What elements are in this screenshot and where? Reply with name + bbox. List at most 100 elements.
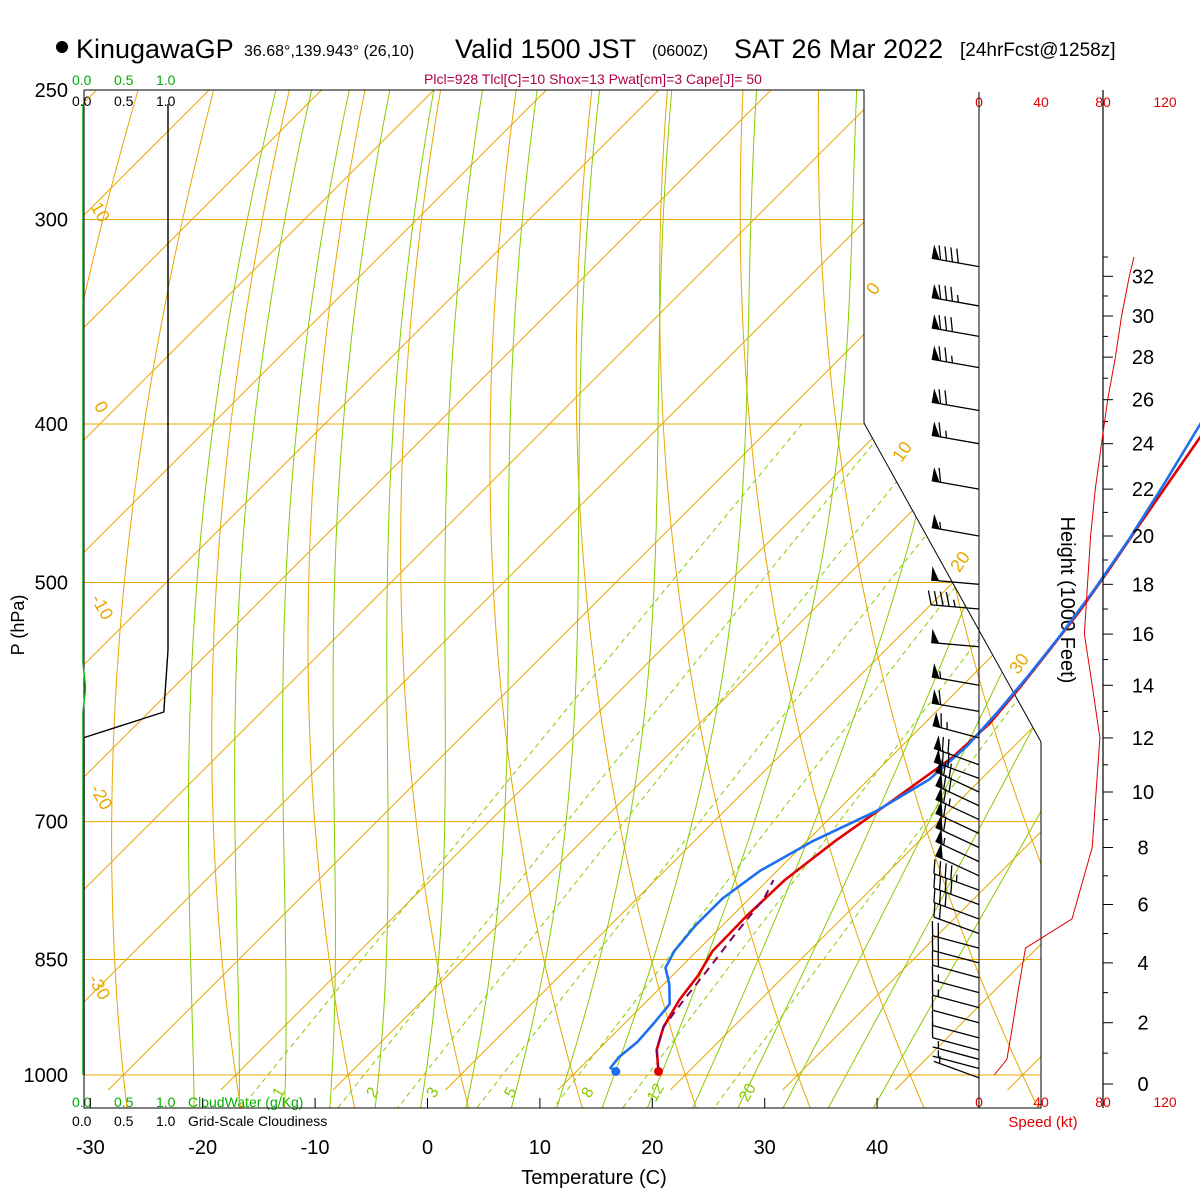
wind-barb [931,244,980,268]
isotherm-label: -10 [87,591,117,624]
moist-adiabat-line [868,90,1041,1108]
surface-dewpoint-dot [611,1066,621,1076]
temperature-tick-label: 0 [422,1137,433,1159]
dewpoint-profile [609,421,1200,1073]
wind-barb [931,283,980,307]
wind-barb [931,628,980,648]
wind-barb-flag [947,738,950,754]
dry-adiabat-line [817,90,1041,1108]
wind-barb [933,873,980,906]
station-name: KinugawaGP [76,34,234,64]
dry-adiabat-line [893,90,1041,1108]
wind-barb-shaft [932,1024,980,1039]
height-tick-label: 8 [1137,838,1148,860]
wind-barb-flag [938,861,942,876]
wind-barb-flag [945,591,950,607]
wind-barb-pennant [931,244,940,260]
wind-barb-shaft [935,826,980,849]
wind-barb-flag [944,285,948,301]
wind-barb-shaft [931,257,980,268]
surface-temperature-dot [654,1066,664,1076]
cloudiness-top-tick-2: 1.0 [156,93,176,109]
wind-barb-flag [941,736,945,752]
wind-barb [931,513,980,537]
parcel-profile [655,879,775,1072]
wind-barb-flag [948,763,953,779]
wind-barb [935,828,980,863]
dry-adiabat-line [111,90,222,1108]
wind-barb-shaft [933,901,980,920]
plot-border [83,89,1042,1109]
wind-barb-shaft [931,527,980,537]
wind-barb-flag [933,590,938,606]
wind-barb-half-flag [955,874,958,882]
cloudwater-bottom-tick-2: 1.0 [156,1094,176,1110]
wind-barb-flag [944,246,948,261]
cloudwater-bottom-tick-1: 0.5 [114,1094,134,1110]
pressure-tick-label: 700 [35,812,68,834]
temperature-tick-label: 40 [866,1137,888,1159]
wind-barb-flag [938,890,942,905]
temperature-tick-label: 30 [754,1137,776,1159]
wind-barb-pennant [935,786,943,803]
mixing-ratio-line [707,423,1041,1108]
wind-barb-flag [944,316,948,331]
wind-barb-shaft [932,1009,980,1024]
isotherm-line [84,90,772,1091]
temperature-tick-label: -30 [76,1137,105,1159]
height-tick-label: 26 [1132,390,1154,412]
wind-barb [935,842,980,877]
isotherm-line [894,90,1041,1091]
wind-barb [935,786,980,821]
wind-barb-pennant [931,628,940,644]
wind-barb-flag [943,802,947,818]
wind-barb-shaft [932,994,980,1009]
wind-barb-flag [950,879,953,895]
moist-adiabat-line [823,90,1041,1108]
wind-barb-half-flag [956,294,959,303]
cloudiness-bottom-tick-0: 0.0 [72,1113,92,1129]
wind-barb [931,345,980,369]
dry-adiabat-line [659,90,815,1108]
isotherm-line [84,90,322,1091]
moist-adiabat-line [463,90,542,1108]
cloudiness-bottom-tick-2: 1.0 [156,1113,176,1129]
wind-barb [932,1050,980,1070]
moist-adiabat-line [328,90,397,1108]
wind-barb-half-flag [951,355,954,364]
temperature-tick-label: 10 [529,1137,551,1159]
cloudwater-bottom-tick-0: 0.0 [72,1094,92,1110]
wind-barb-pennant [931,566,940,581]
dry-adiabat-line [968,90,1041,1108]
pressure-tick-label: 500 [35,573,68,595]
isotherm-line [84,90,547,1091]
mixing-ratio-label: 5 [502,1085,521,1101]
wind-barb [935,800,980,835]
forecast-info: [24hrFcst@1258z] [960,40,1116,61]
wind-barb [933,748,980,779]
wind-barb [932,1041,980,1060]
wind-barb [931,388,980,412]
wind-barb-shaft [931,480,980,490]
speed-top-tick-1: 40 [1033,94,1049,110]
isotherm-label: 10 [888,438,916,466]
dry-adiabat-line [211,90,297,1108]
height-tick-label: 0 [1137,1074,1148,1096]
wind-barb-flag [941,750,945,766]
mixing-ratio-label: 2 [364,1085,383,1101]
isotherm-label: 10 [87,198,114,225]
wind-barb-flag [948,777,953,792]
wind-barb-pennant [933,748,942,765]
wind-barb [932,711,980,739]
wind-barb-flag [944,347,948,362]
height-tick-label: 10 [1132,782,1154,804]
mixing-ratio-label: 8 [579,1085,598,1101]
wind-barb-pennant [935,828,943,845]
cloudwater-top-tick-1: 0.5 [114,72,134,88]
valid-utc: (0600Z) [652,43,708,60]
cloudiness-profile [83,104,169,1075]
pressure-tick-label: 300 [35,210,68,232]
wind-barb-flag [944,892,947,907]
station-location: 36.68°,139.943° (26,10) [244,43,414,60]
